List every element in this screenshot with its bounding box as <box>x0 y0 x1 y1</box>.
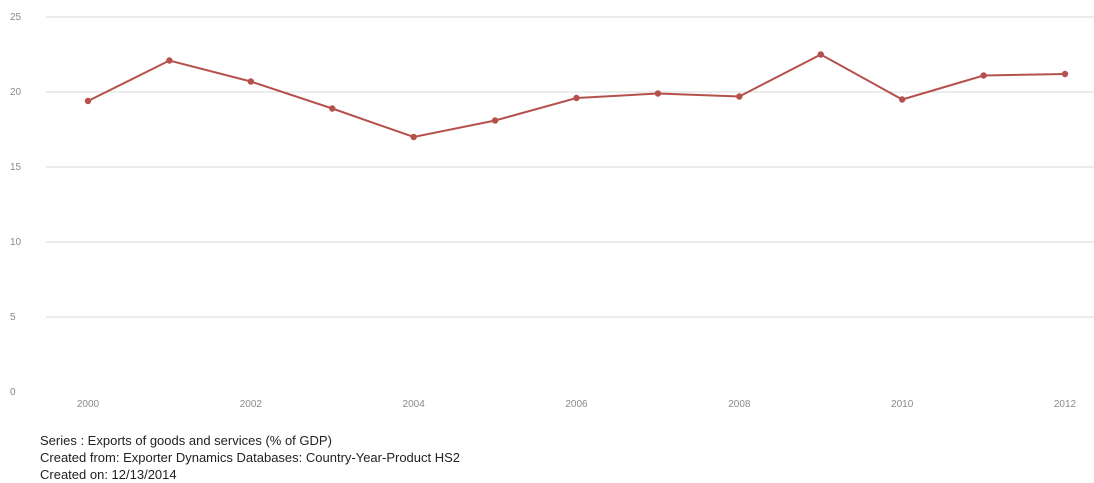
footer-source-text: Created from: Exporter Dynamics Database… <box>40 450 461 465</box>
footer-series-text: Series : Exports of goods and services (… <box>40 433 332 448</box>
x-tick-label: 2000 <box>77 399 100 410</box>
data-point <box>980 72 987 79</box>
y-tick-label: 0 <box>10 387 16 398</box>
data-point <box>736 93 743 100</box>
x-tick-label: 2010 <box>891 399 914 410</box>
data-point <box>166 57 173 64</box>
data-point <box>84 97 92 105</box>
x-tick-label: 2012 <box>1054 399 1077 410</box>
x-tick-label: 2008 <box>728 399 751 410</box>
data-point <box>817 51 824 58</box>
data-point <box>410 133 417 141</box>
data-point <box>491 117 499 124</box>
data-point <box>573 94 580 102</box>
y-tick-label: 15 <box>10 162 22 173</box>
y-tick-label: 5 <box>10 312 16 323</box>
y-axis-tick-labels: 0 5 10 15 20 25 <box>10 12 22 398</box>
data-point <box>1061 70 1069 78</box>
x-tick-label: 2004 <box>403 399 426 410</box>
line-chart: 0 5 10 15 20 25 2000 2002 2004 2006 2008 2010 2012 <box>10 12 1094 410</box>
series-group <box>84 51 1069 141</box>
data-point <box>329 105 336 112</box>
data-point <box>247 78 255 85</box>
footer-date-text: Created on: 12/13/2014 <box>40 467 177 482</box>
y-tick-label: 25 <box>10 12 22 23</box>
x-tick-label: 2006 <box>565 399 588 410</box>
x-axis-tick-labels: 2000 2002 2004 2006 2008 2010 2012 <box>77 399 1077 410</box>
y-tick-label: 10 <box>10 237 22 248</box>
x-tick-label: 2002 <box>240 399 263 410</box>
gridlines <box>46 16 1094 318</box>
y-tick-label: 20 <box>10 87 22 98</box>
data-point <box>654 90 662 97</box>
data-point <box>898 96 906 103</box>
chart-footer: Series : Exports of goods and services (… <box>40 432 460 483</box>
